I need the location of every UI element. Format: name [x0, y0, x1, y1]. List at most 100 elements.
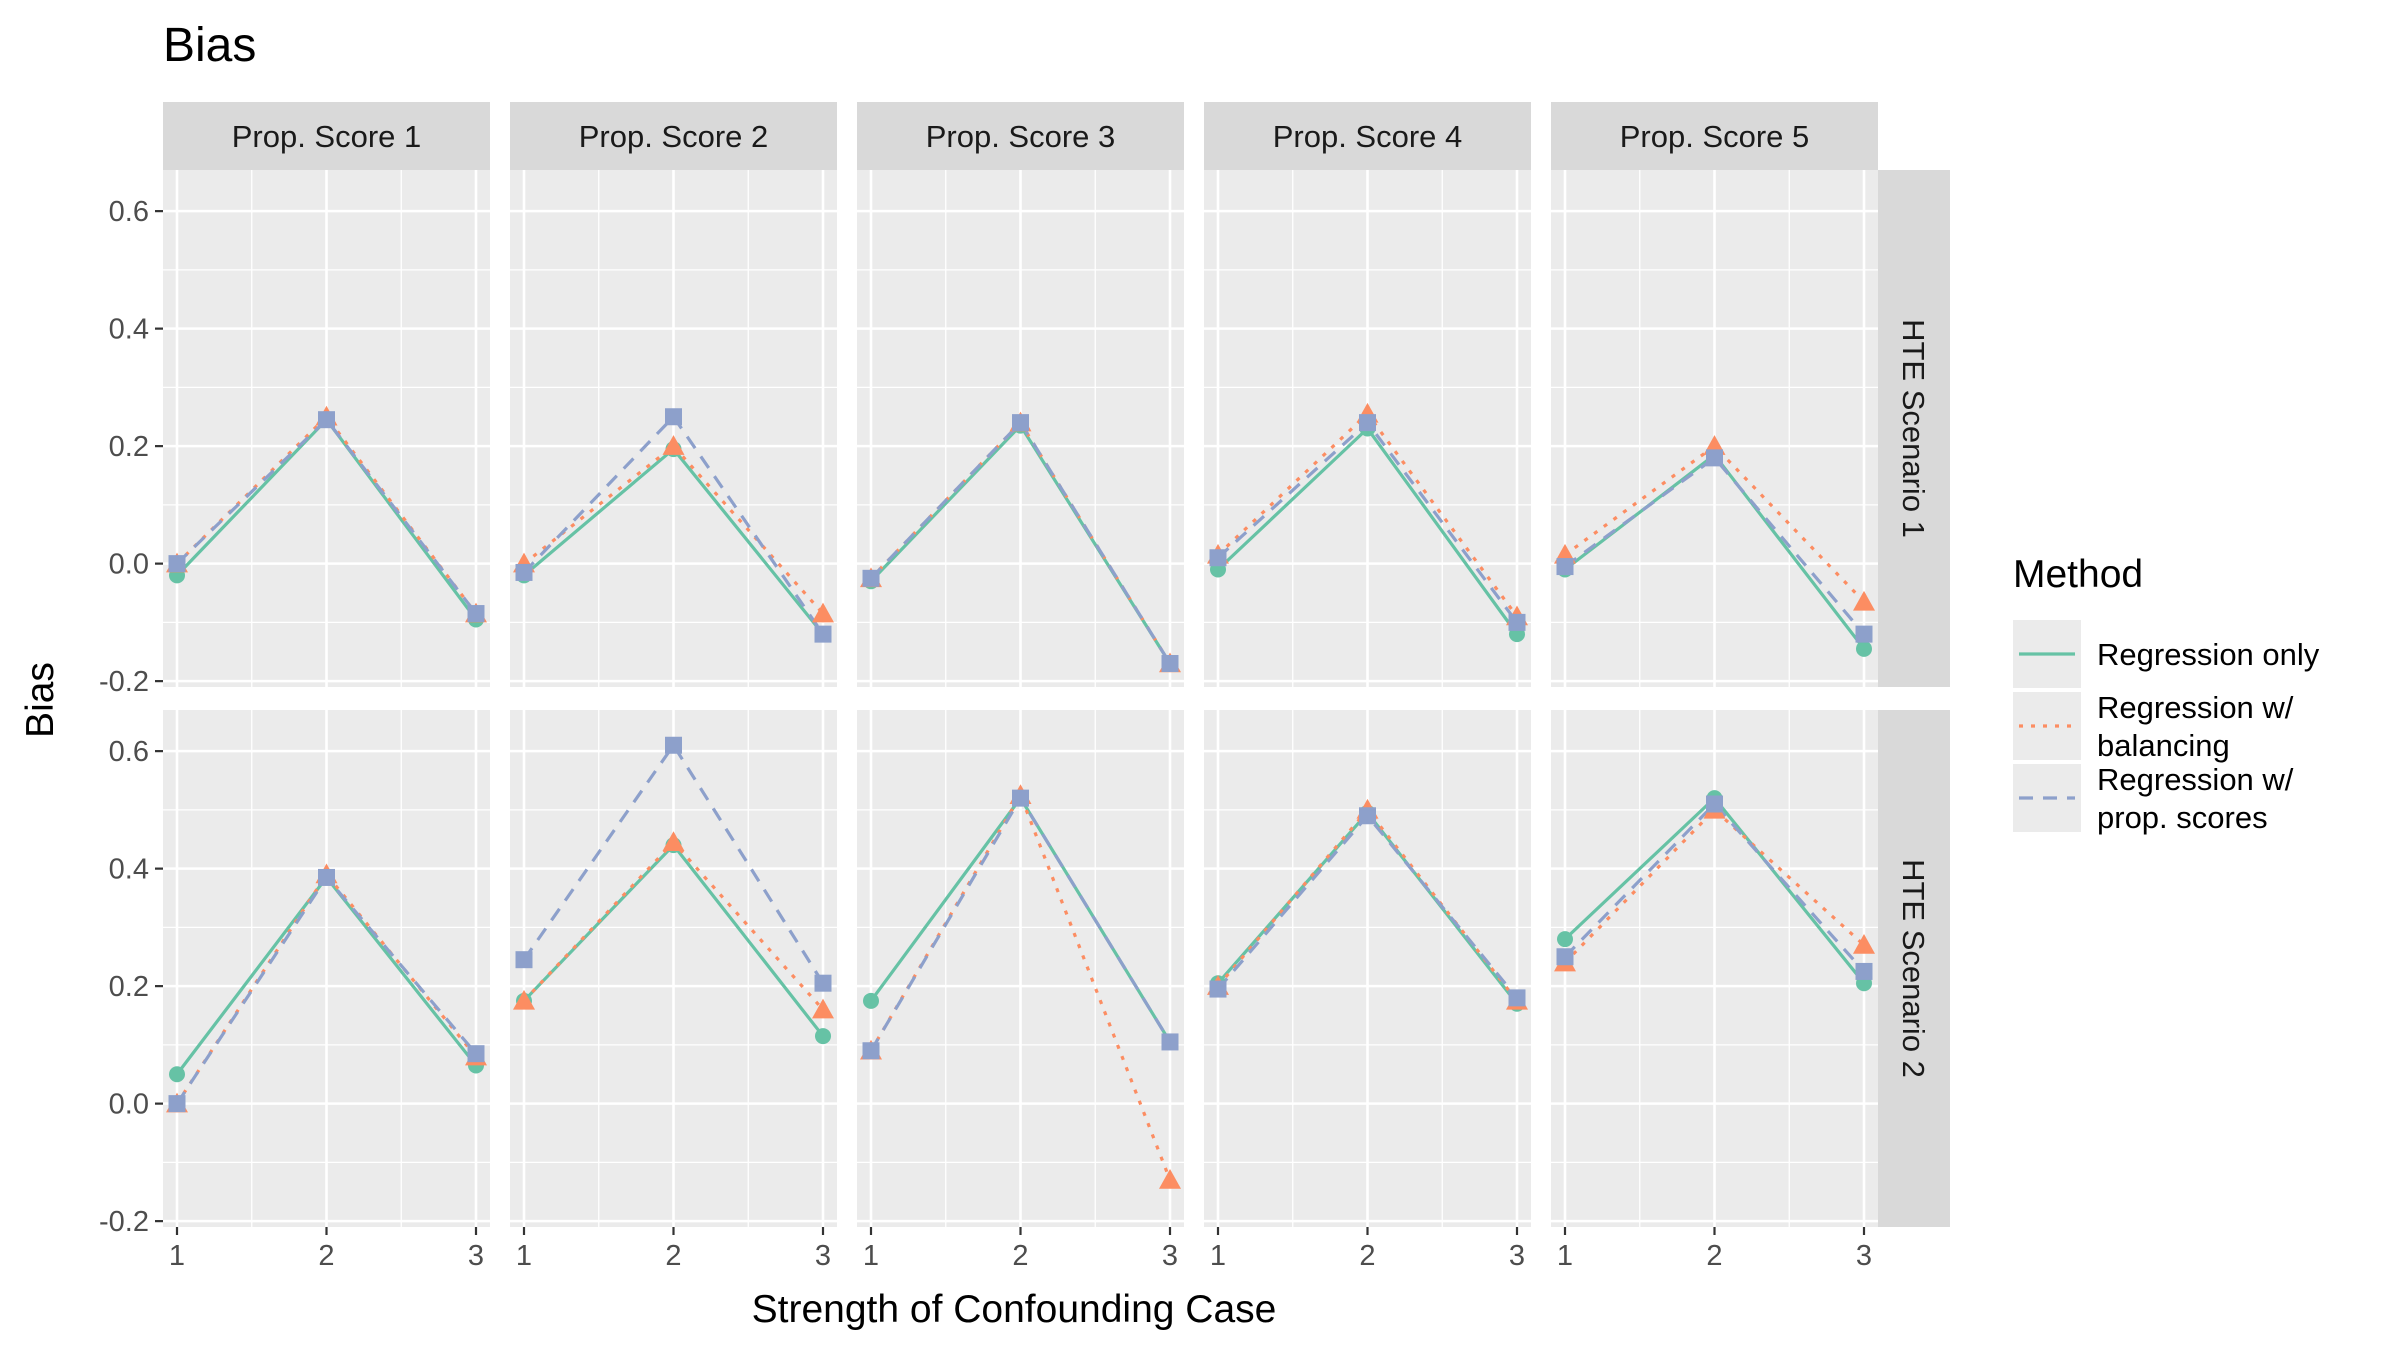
x-tick-label: 3 [468, 1240, 484, 1272]
data-point [1359, 414, 1376, 432]
facet-panel [1551, 170, 1878, 687]
facet-panel [510, 170, 837, 687]
series-line [523, 444, 825, 615]
data-point [169, 1066, 185, 1083]
data-point [1161, 1033, 1179, 1051]
data-point [862, 569, 880, 587]
legend-item: Regression w/balancing [2013, 690, 2294, 763]
x-tick-label: 2 [1012, 1240, 1028, 1272]
x-axis-title: Strength of Confounding Case [752, 1288, 1277, 1331]
data-point [1209, 549, 1227, 567]
data-point [814, 974, 832, 992]
data-point [168, 555, 186, 573]
y-tick-label: 0.4 [109, 314, 149, 346]
legend-item: Regression only [2013, 620, 2320, 688]
data-point [1012, 414, 1029, 432]
data-point [515, 563, 533, 581]
column-strip [1551, 102, 1878, 170]
legend: Method Regression only Regression w/balan… [2013, 553, 2320, 835]
series-line [1564, 444, 1866, 603]
facet-panel [857, 710, 1184, 1227]
legend-label: Regression only [2097, 637, 2320, 672]
data-point [1161, 655, 1179, 672]
y-tick-label: 0.0 [109, 1089, 149, 1121]
data-point [812, 602, 834, 623]
series-line [1563, 808, 1866, 964]
data-point [318, 411, 335, 429]
data-point [662, 435, 685, 455]
series-line [522, 415, 825, 636]
column-strip [1204, 102, 1531, 170]
data-point [1855, 625, 1873, 643]
x-tick-label: 3 [1856, 1240, 1872, 1272]
column-strip [857, 102, 1184, 170]
facet-panel [1204, 170, 1531, 687]
data-point [1706, 795, 1723, 813]
data-point [1706, 449, 1723, 467]
data-point [1508, 613, 1526, 631]
column-strip-label: Prop. Score 2 [579, 119, 769, 154]
row-strip [1878, 710, 1950, 1227]
data-point [665, 408, 682, 426]
data-point [662, 831, 685, 851]
data-point [1359, 807, 1376, 825]
facet-panel [163, 710, 490, 1227]
x-tick-label: 1 [169, 1240, 185, 1272]
x-tick-label: 3 [1509, 1240, 1525, 1272]
y-tick-label: 0.6 [109, 196, 149, 228]
panels-layer: Prop. Score 1 Prop. Score 2 Prop. Score 3 P… [163, 102, 1950, 1227]
data-point [467, 1045, 485, 1063]
x-tick-label: 3 [1162, 1240, 1178, 1272]
data-point [1159, 1169, 1181, 1189]
y-tick-label: -0.2 [99, 666, 149, 698]
y-tick-label: 0.2 [109, 971, 149, 1003]
data-point [1853, 934, 1875, 954]
column-strip [163, 102, 490, 170]
y-tick-label: -0.2 [99, 1206, 149, 1238]
x-tick-label: 2 [665, 1240, 681, 1272]
data-point [1557, 931, 1573, 948]
data-point [1209, 980, 1227, 998]
data-point [515, 951, 533, 969]
data-point [665, 736, 682, 754]
facet-panel [1551, 710, 1878, 1227]
legend-title: Method [2013, 553, 2143, 596]
legend-label: Regression w/balancing [2097, 690, 2294, 763]
column-strip-label: Prop. Score 5 [1620, 119, 1810, 154]
x-tick-label: 1 [1210, 1240, 1226, 1272]
x-tick-label: 1 [1557, 1240, 1573, 1272]
data-point [513, 989, 535, 1010]
data-point [812, 998, 834, 1019]
facet-panel [857, 170, 1184, 687]
data-point [1508, 989, 1526, 1007]
plot-title: Bias [163, 19, 256, 72]
series-line [1564, 456, 1866, 636]
data-point [862, 1042, 880, 1060]
y-tick-label: 0.4 [109, 854, 149, 886]
column-strip [510, 102, 837, 170]
x-tick-label: 1 [516, 1240, 532, 1272]
facet-panel [1204, 710, 1531, 1227]
data-point [815, 1028, 831, 1045]
legend-label: Regression w/prop. scores [2097, 762, 2294, 835]
x-tick-label: 2 [1359, 1240, 1375, 1272]
data-point [1855, 962, 1873, 980]
data-point [1556, 948, 1574, 966]
column-strip-label: Prop. Score 3 [926, 119, 1116, 154]
y-axis-title: Bias [19, 662, 62, 738]
data-point [1012, 789, 1029, 807]
data-point [1556, 558, 1574, 576]
series-line [175, 418, 478, 615]
facet-panel [163, 170, 490, 687]
x-tick-label: 2 [318, 1240, 334, 1272]
column-strip-label: Prop. Score 1 [232, 119, 422, 154]
y-tick-label: 0.0 [109, 549, 149, 581]
legend-items: Regression only Regression w/balancingReg… [2013, 620, 2320, 835]
row-strip [1878, 170, 1950, 687]
x-tick-label: 2 [1706, 1240, 1722, 1272]
legend-item: Regression w/prop. scores [2013, 762, 2294, 835]
axes-layer: -0.20.00.20.40.6-0.20.00.20.40.61 2 3 1 2 3 1 2… [99, 196, 1872, 1272]
data-point [814, 625, 832, 643]
row-strip-label: HTE Scenario 1 [1896, 319, 1931, 538]
data-point [168, 1095, 186, 1113]
